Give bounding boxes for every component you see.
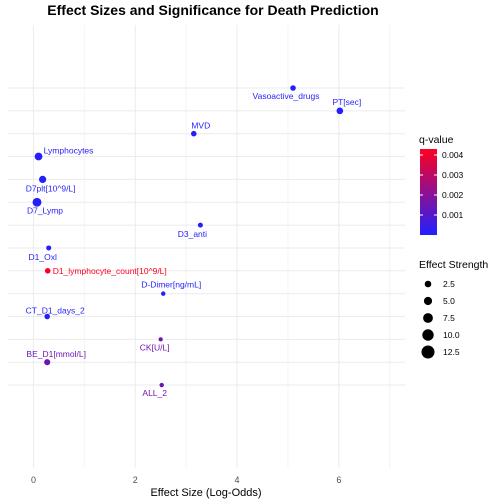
size-legend-dot xyxy=(422,329,434,341)
chart-title: Effect Sizes and Significance for Death … xyxy=(47,2,378,18)
point-label: PT[sec] xyxy=(332,97,361,107)
point-label: D3_anti xyxy=(178,229,207,239)
color-legend-ticks: 0.004 0.003 0.002 0.001 xyxy=(420,150,464,220)
grid xyxy=(8,25,405,468)
data-point xyxy=(191,130,197,137)
size-legend-label: 2.5 xyxy=(443,279,455,289)
size-legend-label: 7.5 xyxy=(443,313,455,323)
data-point xyxy=(159,382,164,388)
point-label: CK[U/L] xyxy=(140,342,170,352)
point-labels: Vasoactive_drugs PT[sec] MVD Lymphocytes D7p… xyxy=(26,91,362,398)
x-tick-label: 0 xyxy=(31,475,36,485)
x-axis-label: Effect Size (Log-Odds) xyxy=(150,487,261,499)
data-point xyxy=(44,313,50,320)
data-points xyxy=(32,85,344,388)
x-tick-label: 6 xyxy=(336,475,341,485)
size-legend-title: Effect Strength xyxy=(419,259,488,271)
x-tick-labels: 0 2 4 6 xyxy=(31,475,341,485)
size-legend-dot xyxy=(424,280,432,288)
color-legend-tick-label: 0.003 xyxy=(442,170,464,180)
point-label: D1_lymphocyte_count[10^9/L] xyxy=(53,266,167,276)
point-label: Vasoactive_drugs xyxy=(253,91,320,101)
size-legend-dot xyxy=(423,313,433,323)
size-legend-dot xyxy=(423,296,433,306)
data-point xyxy=(34,152,43,161)
data-point xyxy=(161,291,166,296)
data-point xyxy=(32,197,42,207)
size-legend: 2.5 5.0 7.5 10.0 12.5 xyxy=(421,279,460,359)
color-legend-tick-label: 0.002 xyxy=(442,190,464,200)
color-legend-tick-label: 0.004 xyxy=(442,150,464,160)
data-point xyxy=(290,85,296,91)
color-legend-title: q-value xyxy=(419,134,454,146)
size-legend-label: 10.0 xyxy=(443,330,460,340)
x-tick-label: 2 xyxy=(133,475,138,485)
point-label: ALL_2 xyxy=(142,388,167,398)
data-point xyxy=(39,175,47,183)
color-legend-tick-label: 0.001 xyxy=(442,210,464,220)
point-label: MVD xyxy=(191,121,210,131)
data-point xyxy=(46,245,52,251)
data-point xyxy=(197,222,203,228)
point-label: D7plt[10^9/L] xyxy=(26,183,76,193)
size-legend-dot xyxy=(421,345,435,359)
data-point xyxy=(44,359,51,366)
color-legend-bar xyxy=(420,149,437,235)
data-point xyxy=(158,337,163,342)
point-label: D7_Lymp xyxy=(27,205,63,215)
data-point xyxy=(44,268,51,274)
point-label: D1_Oxl xyxy=(29,252,57,262)
point-label: D-Dimer[ng/mL] xyxy=(141,280,201,290)
point-label: BE_D1[mmol/L] xyxy=(26,349,86,359)
point-label: Lymphocytes xyxy=(44,146,94,156)
data-point xyxy=(336,107,344,115)
size-legend-label: 12.5 xyxy=(443,347,460,357)
size-legend-label: 5.0 xyxy=(443,296,455,306)
point-label: CT_D1_days_2 xyxy=(26,306,85,316)
x-tick-label: 4 xyxy=(235,475,240,485)
